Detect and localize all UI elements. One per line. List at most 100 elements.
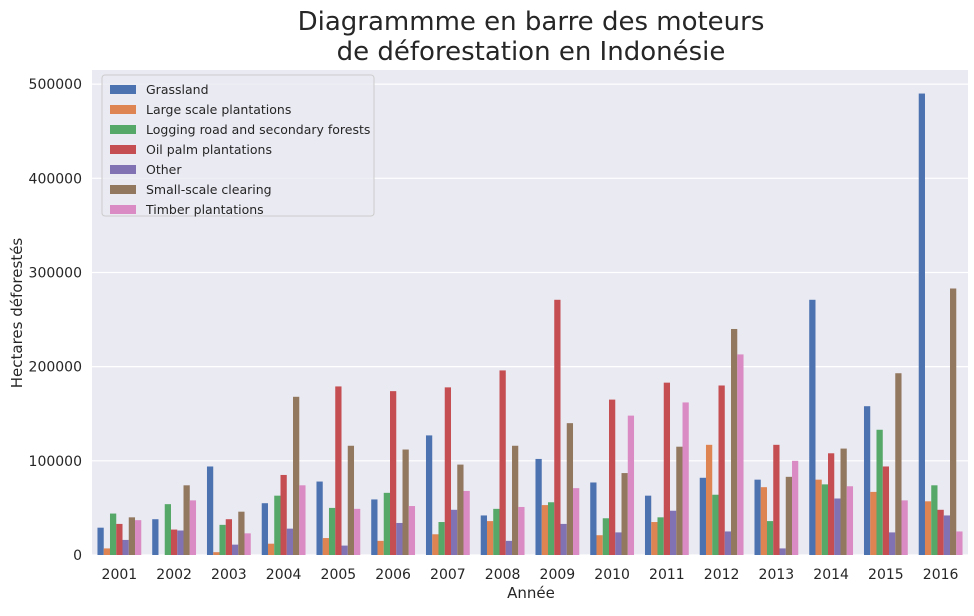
bar [895,373,902,555]
bar [451,509,458,555]
chart-title-line-1: Diagrammme en barre des moteurs [298,7,765,37]
bar [213,552,220,555]
bar [480,515,487,555]
x-tick-label: 2009 [540,567,576,583]
bar [615,532,622,555]
bar [183,485,190,555]
bar [444,387,452,555]
x-tick-label: 2016 [923,567,959,583]
bar [274,495,281,555]
bar [676,446,683,555]
legend-label: Timber plantations [145,202,264,217]
legend-swatch [110,205,136,214]
bar [889,532,896,555]
legend-swatch [110,105,136,114]
bar [718,385,725,555]
x-tick-label: 2006 [375,567,411,583]
x-tick-label: 2001 [102,567,138,583]
bar [870,491,877,555]
y-tick-label: 500000 [29,77,82,93]
x-axis: 2001 2002 2003 2004 2005 2006 2007 2008 2009 2010… [102,567,959,583]
legend-swatch [110,165,136,174]
bar [924,501,932,555]
bar [943,515,951,555]
bar [293,396,300,555]
y-axis-label: Hectares déforestés [8,238,26,389]
bar [341,545,348,555]
y-tick-label: 300000 [29,265,82,281]
bar [396,522,403,555]
bar [347,445,355,555]
bar [493,508,500,555]
bar [609,399,616,555]
bar [286,528,294,555]
bar [505,540,513,555]
chart-title-line-2: de déforestation en Indonésie [337,37,726,67]
bar [244,533,251,555]
bar [335,386,342,555]
y-axis: 0 100000 200000 300000 400000 500000 [29,77,82,564]
bar [103,548,110,555]
legend-label: Oil palm plantations [146,142,272,157]
bar [402,449,409,555]
bar [731,328,738,555]
bar [232,544,239,555]
bar [499,370,506,555]
bar [644,495,652,555]
bar [956,531,963,555]
legend-label: Small-scale clearing [146,182,272,197]
bar [766,521,774,555]
legend: Grassland Large scale plantations Logging … [101,74,375,217]
bars [97,93,963,555]
bar [280,474,287,555]
y-tick-label: 400000 [29,171,82,187]
bar [177,530,184,555]
x-tick-label: 2013 [759,567,795,583]
bar [876,429,883,555]
legend-swatch [110,145,136,154]
bar [834,498,841,555]
bar [596,535,603,555]
bar [408,506,416,555]
bar [705,444,713,555]
bar [621,473,628,555]
bar [901,500,908,555]
bar [785,476,793,555]
bar [122,539,129,555]
bar [566,423,574,555]
bar [116,523,123,555]
bar [670,510,677,555]
bar [828,453,835,555]
bar [438,522,445,555]
bar [189,500,197,555]
bar [554,299,561,555]
bar [821,484,828,555]
bar [463,490,470,555]
bar [809,299,816,555]
bar [602,518,609,555]
legend-label: Logging road and secondary forests [146,122,370,137]
bar [651,522,658,555]
bar [657,517,664,555]
x-tick-label: 2007 [430,567,466,583]
bar [109,513,117,555]
bar [760,487,767,555]
y-tick-label: 200000 [29,360,82,376]
bar [931,485,938,555]
y-tick-label: 0 [73,548,82,564]
bar [377,540,384,555]
x-tick-label: 2010 [594,567,630,583]
bar [97,527,104,555]
bar [937,509,944,555]
x-tick-label: 2011 [649,567,685,583]
bar [663,382,671,555]
bar [316,481,323,555]
bar [573,488,580,555]
bar [779,548,786,555]
bar [846,486,854,555]
bar [815,479,822,555]
legend-swatch [110,125,136,134]
legend-label: Other [146,162,182,177]
bar [792,460,799,555]
